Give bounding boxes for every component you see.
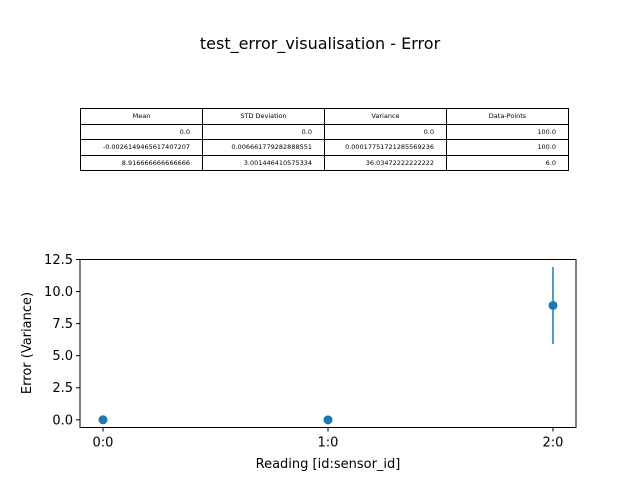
y-tick-label: 7.5: [52, 317, 73, 332]
y-tick-label: 0.0: [52, 413, 73, 428]
statistics-table: Mean STD Deviation Variance Data-Points …: [80, 108, 569, 171]
data-point: [323, 415, 333, 425]
x-axis-label: Reading [id:sensor_id]: [256, 457, 401, 472]
data-point: [548, 300, 558, 310]
y-axis-label: Error (Variance): [20, 292, 35, 394]
table-row: 8.916666666666666 3.001446410575334 36.0…: [80, 154, 569, 171]
cell-data-points: 6.0: [446, 154, 569, 171]
plot-area-frame: [79, 259, 577, 428]
data-point: [98, 415, 108, 425]
table-row: 0.0 0.0 0.0 100.0: [80, 123, 569, 140]
x-tick-label: 2:0: [543, 436, 564, 451]
cell-variance: 36.03472222222222: [324, 154, 447, 171]
x-tick-label: 0:0: [93, 436, 114, 451]
y-tick-label: 10.0: [44, 285, 73, 300]
y-tick-label: 5.0: [52, 349, 73, 364]
chart-title: test_error_visualisation - Error: [199, 34, 441, 53]
x-axis: 0:0 1:0 2:0: [93, 427, 564, 451]
x-tick-label: 1:0: [318, 436, 339, 451]
table-row: -0.0026149465617407207 0.006661779282888…: [80, 139, 569, 156]
y-tick-label: 2.5: [52, 381, 73, 396]
y-axis: 0.0 2.5 5.0 7.5 10.0 12.5: [44, 253, 80, 428]
y-tick-label: 12.5: [44, 253, 73, 268]
data-marks: [98, 266, 558, 425]
